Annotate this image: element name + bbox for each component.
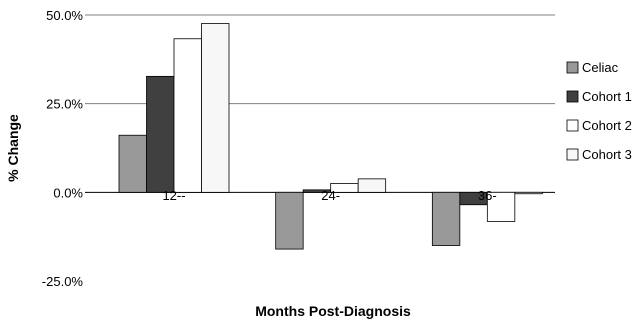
- bars: [118, 23, 543, 250]
- bar-celiac-2: [431, 191, 461, 246]
- y-tick-label-3: -25.0%: [42, 274, 84, 289]
- x-tick-label-2: 36-: [478, 188, 497, 203]
- bar-celiac-0: [118, 134, 147, 193]
- bar-cohort-2-2: [486, 191, 516, 222]
- x-tick-label-1: 24-: [321, 188, 340, 203]
- x-tick-labels: 12-- 24- 36-: [162, 188, 496, 203]
- legend-label-3: Cohort 3: [582, 147, 632, 162]
- bar-cohort-3-2: [514, 191, 543, 195]
- legend-swatch-1: [566, 90, 579, 103]
- y-tick-label-0: 50.0%: [46, 8, 83, 23]
- y-tick-label-2: 0.0%: [53, 185, 83, 200]
- legend-label-0: Celiac: [582, 60, 619, 75]
- legend-swatch-2: [566, 119, 579, 132]
- y-tick-labels: 50.0% 25.0% 0.0% -25.0%: [42, 8, 84, 289]
- bar-cohort-2-0: [173, 38, 202, 193]
- x-axis-title: Months Post-Diagnosis: [255, 303, 411, 319]
- y-axis-title: % Change: [5, 114, 21, 182]
- bar-celiac-1: [275, 191, 304, 250]
- bar-cohort-1-0: [146, 75, 175, 193]
- legend-label-2: Cohort 2: [582, 118, 632, 133]
- bar-cohort-3-0: [201, 23, 230, 193]
- bar-cohort-3-1: [357, 178, 387, 193]
- legend-swatch-0: [566, 61, 579, 74]
- x-tick-label-0: 12--: [162, 188, 185, 203]
- y-tick-label-1: 25.0%: [46, 97, 83, 112]
- legend: Celiac Cohort 1 Cohort 2 Cohort 3: [566, 60, 632, 162]
- legend-label-1: Cohort 1: [582, 89, 632, 104]
- legend-swatch-3: [566, 148, 579, 161]
